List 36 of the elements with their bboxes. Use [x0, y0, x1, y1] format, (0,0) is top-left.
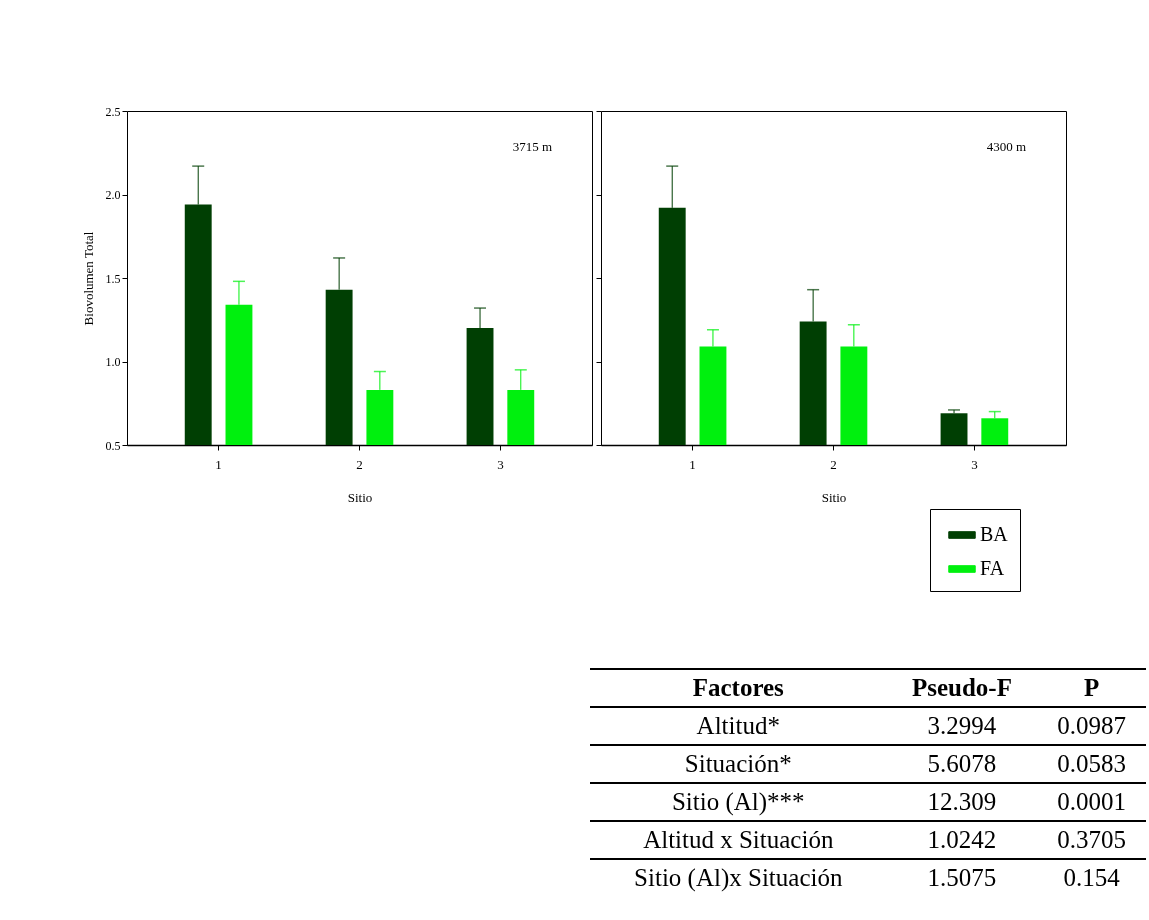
text: 0.0001 — [1037, 783, 1146, 821]
y-tick-label: 1.0 — [105, 355, 121, 369]
x-axis-title: Sitio — [821, 489, 847, 505]
text: Sitio (Al)*** — [590, 783, 887, 821]
y-tick-label: 1.5 — [105, 271, 121, 286]
x-tick-label: 1 — [215, 456, 222, 472]
text: Situación* — [590, 745, 887, 783]
y-tick-label: 0.5 — [105, 438, 121, 453]
x-axis-title: Sitio — [347, 489, 373, 505]
text: Altitud* — [590, 707, 887, 745]
text: 0.0583 — [1037, 745, 1146, 783]
text: 0.3705 — [1037, 821, 1146, 859]
text: 0.0987 — [1037, 707, 1146, 745]
text: 0.154 — [1037, 859, 1146, 896]
text: 3.2994 — [886, 707, 1038, 745]
text: Altitud x Situación — [590, 821, 887, 859]
text: 5.6078 — [886, 745, 1038, 783]
y-tick-label: 2.5 — [105, 104, 121, 119]
text: Pseudo-F — [886, 669, 1038, 707]
text: Factores — [590, 669, 887, 707]
x-tick-label: 2 — [356, 456, 363, 472]
y-tick-label: 2.0 — [105, 188, 121, 202]
annotation: 3715 m — [512, 139, 552, 154]
x-tick-label: 1 — [689, 456, 696, 472]
text: P — [1037, 669, 1146, 707]
legend-label: FA — [980, 557, 1005, 579]
x-tick-label: 2 — [830, 456, 837, 472]
text: 1.0242 — [886, 821, 1038, 859]
x-tick-label: 3 — [497, 456, 504, 472]
text: 12.309 — [886, 783, 1038, 821]
text: Sitio (Al)x Situación — [590, 859, 887, 896]
annotation: 4300 m — [986, 139, 1026, 154]
x-tick-label: 3 — [971, 456, 978, 472]
legend-label: BA — [980, 523, 1009, 545]
text: 1.5075 — [886, 859, 1038, 896]
y-axis-title: Biovolumen Total — [80, 231, 96, 326]
